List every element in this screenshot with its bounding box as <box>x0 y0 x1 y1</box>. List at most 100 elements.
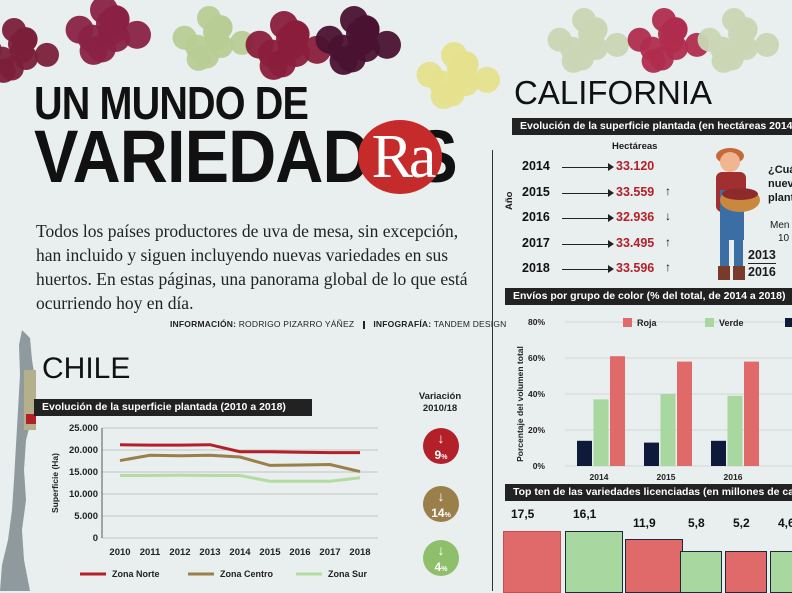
series-line <box>119 443 360 455</box>
chile-zone-norte <box>26 414 36 424</box>
credits: INFORMACIÓN: RODRIGO PIZARRO YÁÑEZ INFOG… <box>170 319 507 329</box>
arrow-right-icon <box>608 239 614 248</box>
grape-berry <box>473 66 500 93</box>
arrow-right-icon <box>608 214 614 222</box>
color-chart-title: Envíos por grupo de color (% del total, … <box>505 288 792 305</box>
arrow-right-icon <box>608 163 614 171</box>
down-arrow-icon: ↓ <box>437 488 445 504</box>
arrow-right-icon <box>608 188 614 197</box>
hect-col-label: Hectáreas <box>612 141 658 152</box>
bar <box>577 440 592 466</box>
series-line <box>119 453 361 474</box>
side-question: ¿Cuá nuev plant <box>768 163 792 205</box>
color-bar-chart: 0% 20% 40% 60% 80% Porcentaje del volumen tot… <box>515 317 792 480</box>
grape-berry <box>184 34 209 59</box>
y-tick-label: 60% <box>528 353 545 363</box>
chile-chart-title: Evolución de la superficie plantada (201… <box>34 399 312 416</box>
y-axis-label: Porcentaje del volumen total <box>515 346 525 462</box>
y-tick-label: 15.000 <box>69 467 98 478</box>
hect-row: 2014 33.120 <box>522 157 702 177</box>
box-value: 17,5 <box>511 507 535 521</box>
x-tick-label: 2014 <box>229 547 251 558</box>
grape-berry <box>77 24 106 53</box>
legend-label: Verde <box>719 318 744 328</box>
hect-year: 2018 <box>522 261 550 275</box>
x-tick-label: 2011 <box>140 547 161 558</box>
hect-year: 2015 <box>522 184 550 199</box>
top-ten-title: Top ten de las variedades licenciadas (e… <box>505 484 792 501</box>
title-line1: UN MUNDO DE <box>34 77 309 129</box>
side-q3: plant <box>768 192 792 204</box>
hect-row: 2016 32.936 ↓ <box>522 208 702 228</box>
box-value: 5,8 <box>688 516 705 530</box>
down-arrow-icon: ↓ <box>437 430 445 446</box>
grape-berry <box>663 17 688 42</box>
bar <box>727 395 743 466</box>
ra-logo: Ra <box>358 120 442 194</box>
y-axis-label: Superficie (Ha) <box>50 453 60 513</box>
arrow-line <box>562 218 612 219</box>
y-tick-label: 20% <box>528 425 545 435</box>
grape-box-stack <box>503 531 561 593</box>
hect-row: 2015 33.559 ↑ <box>522 183 702 203</box>
california-heading: CALIFORNIA <box>514 74 713 111</box>
credits-info-label: INFORMACIÓN: <box>170 319 237 329</box>
trend-up-icon: ↑ <box>665 234 671 249</box>
trend-up-icon: ↑ <box>665 260 671 274</box>
hect-value: 33.495 <box>616 235 655 250</box>
side-2016: 2016 <box>748 265 776 279</box>
legend-label: Zona Centro <box>220 569 274 579</box>
bar <box>610 356 625 466</box>
grape-box-stack <box>770 551 792 593</box>
grape-berry <box>13 27 38 52</box>
y-tick-label: 40% <box>528 389 545 399</box>
hect-value: 33.120 <box>616 159 655 173</box>
hect-value: 32.936 <box>616 210 655 224</box>
grape-berry <box>733 17 758 42</box>
x-tick-label: 2010 <box>109 547 130 558</box>
side-q1: ¿Cuá <box>768 164 792 176</box>
legend-label: Roja <box>637 318 657 328</box>
grape-box-stack <box>565 531 623 593</box>
y-tick-label: 10.000 <box>69 489 98 500</box>
legend-label: Zona Sur <box>328 569 367 579</box>
hect-year: 2014 <box>522 159 550 173</box>
credits-infografia-name: TANDEM DESIGN <box>433 319 507 329</box>
arrow-line <box>562 167 612 168</box>
grape-berry <box>327 34 356 63</box>
farmer-illustration <box>716 148 760 280</box>
x-tick-label: 2015 <box>657 472 676 480</box>
grape-box-stack <box>680 551 722 593</box>
arrow-line <box>562 243 612 245</box>
bar <box>660 394 676 466</box>
hect-year: 2017 <box>522 235 550 250</box>
variation-label-2: 2010/18 <box>422 403 458 414</box>
side-men-text: Men <box>770 220 790 231</box>
grape-berry <box>34 42 59 67</box>
grape-berry <box>754 32 779 57</box>
bar <box>744 361 759 466</box>
variation-header: Variación 2010/18 <box>410 391 470 415</box>
y-tick-label: 0 <box>93 533 98 544</box>
variation-unit: % <box>441 454 448 461</box>
x-tick-label: 2017 <box>319 547 340 558</box>
legend-swatch <box>623 318 632 327</box>
x-tick-label: 2012 <box>169 547 190 558</box>
side-10-text: 10 <box>778 233 790 244</box>
grape-berry <box>583 17 608 42</box>
hect-value: 33.559 <box>616 184 655 199</box>
year-axis-label: Año <box>504 191 515 210</box>
chile-line-chart: 0 5.000 10.000 15.000 20.000 25.000 2010 2011 20… <box>50 423 378 579</box>
bar <box>644 442 659 466</box>
chile-heading: CHILE <box>42 352 131 385</box>
x-tick-label: 2014 <box>590 472 609 480</box>
x-tick-label: 2016 <box>724 472 743 480</box>
variation-badge: ↓ 14% <box>423 486 459 522</box>
bar <box>711 440 726 466</box>
grape-box-stack <box>725 551 767 593</box>
box-value: 11,9 <box>633 516 656 530</box>
variation-value: 9% <box>434 448 448 462</box>
side-2013: 2013 <box>748 248 776 264</box>
variation-value: 14% <box>431 506 451 520</box>
arrow-right-icon <box>608 265 614 273</box>
